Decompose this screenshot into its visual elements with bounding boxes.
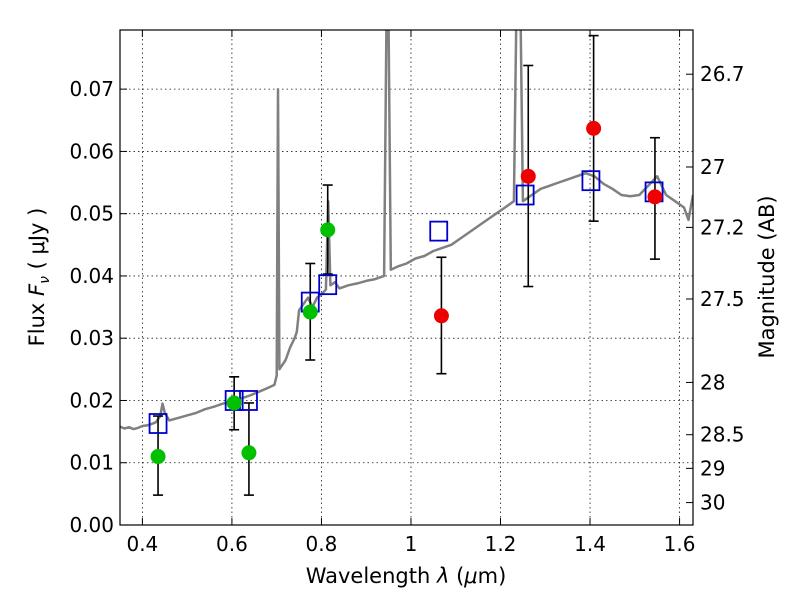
model-point-5 — [429, 220, 449, 242]
y-axis-title: Flux Fν ( μJy ) — [25, 208, 53, 347]
y-tick-label-4: 0.04 — [69, 264, 114, 288]
red-point-2 — [586, 120, 602, 136]
green-point-0 — [150, 449, 166, 465]
green-point-4 — [320, 222, 336, 238]
model-points — [148, 170, 664, 434]
y2-tick-label-3: 27.5 — [700, 287, 745, 311]
error-bars — [153, 34, 660, 496]
y-tick-label-2: 0.02 — [69, 388, 114, 412]
y-tick-label-0: 0.00 — [69, 513, 114, 537]
green-point-1 — [226, 395, 242, 411]
x-tick-label-6: 1.6 — [664, 532, 696, 556]
y-tick-label-6: 0.06 — [69, 139, 114, 163]
y2-tick-label-7: 30 — [700, 491, 725, 515]
y2-tick-label-0: 26.7 — [700, 62, 745, 86]
grid-lines — [120, 30, 693, 526]
model-point-6 — [515, 184, 535, 206]
y2-axis-title: Magnitude (AB) — [755, 195, 779, 358]
y2-tick-label-2: 27.2 — [700, 215, 745, 239]
green-point-3 — [302, 304, 318, 320]
green-point-2 — [241, 445, 257, 461]
x-tick-label-1: 0.6 — [216, 532, 248, 556]
y-tick-label-1: 0.01 — [69, 451, 114, 475]
spectrum — [120, 30, 693, 431]
y2-tick-label-4: 28 — [700, 370, 725, 394]
y-tick-label-3: 0.03 — [69, 326, 114, 350]
red-point-3 — [647, 189, 663, 205]
x-axis-title: Wavelength λ (μm) — [306, 564, 507, 588]
x-tick-label-4: 1.2 — [485, 532, 517, 556]
x-tick-label-3: 1 — [405, 532, 418, 556]
y-tick-label-7: 0.07 — [69, 77, 114, 101]
red-point-0 — [433, 308, 449, 324]
y2-tick-label-6: 29 — [700, 456, 725, 480]
y-tick-label-5: 0.05 — [69, 202, 114, 226]
x-tick-label-0: 0.4 — [126, 532, 158, 556]
model-point-0 — [148, 413, 168, 434]
y2-tick-label-5: 28.5 — [700, 423, 745, 447]
x-tick-label-5: 1.4 — [574, 532, 606, 556]
y2-tick-label-1: 27 — [700, 155, 725, 179]
observed-points — [150, 120, 663, 465]
axis-ticks: 0.4 0.6 0.8 1 1.2 1.4 1.6 0.00 0.01 0.02 0.03 0.04 0… — [69, 30, 745, 556]
model-point-7 — [581, 170, 601, 192]
spectrum-line — [120, 30, 693, 431]
model-point-4 — [318, 274, 338, 296]
red-point-1 — [520, 168, 536, 184]
plot-frame — [119, 29, 694, 526]
x-tick-label-2: 0.8 — [306, 532, 338, 556]
